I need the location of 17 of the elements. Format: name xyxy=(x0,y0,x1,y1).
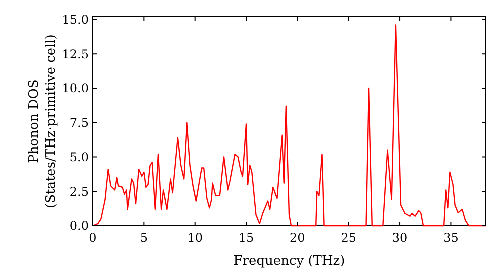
y-tick-label: 2.5 xyxy=(70,184,89,199)
y-tick-label: 5.0 xyxy=(70,150,89,164)
x-tick-label: 30 xyxy=(392,231,408,245)
y-axis-title: Phonon DOS (States/THz·primitive cell) xyxy=(27,34,59,209)
x-tick-label: 25 xyxy=(341,231,356,245)
y-tick-label: 7.5 xyxy=(70,116,89,130)
x-axis-title: Frequency (THz) xyxy=(234,254,346,269)
x-tick-label: 10 xyxy=(188,231,203,245)
x-tick-label: 15 xyxy=(238,231,254,245)
x-tick-label: 0 xyxy=(89,231,97,245)
y-tick-label: 0.0 xyxy=(70,219,89,234)
x-tick-label: 5 xyxy=(140,231,148,245)
y-tick-label: 10.0 xyxy=(62,82,89,96)
x-tick-label: 35 xyxy=(444,231,459,245)
y-tick-label: 15.0 xyxy=(62,12,89,27)
x-tick-label: 20 xyxy=(290,231,306,245)
y-tick-label: 12.5 xyxy=(62,47,89,62)
